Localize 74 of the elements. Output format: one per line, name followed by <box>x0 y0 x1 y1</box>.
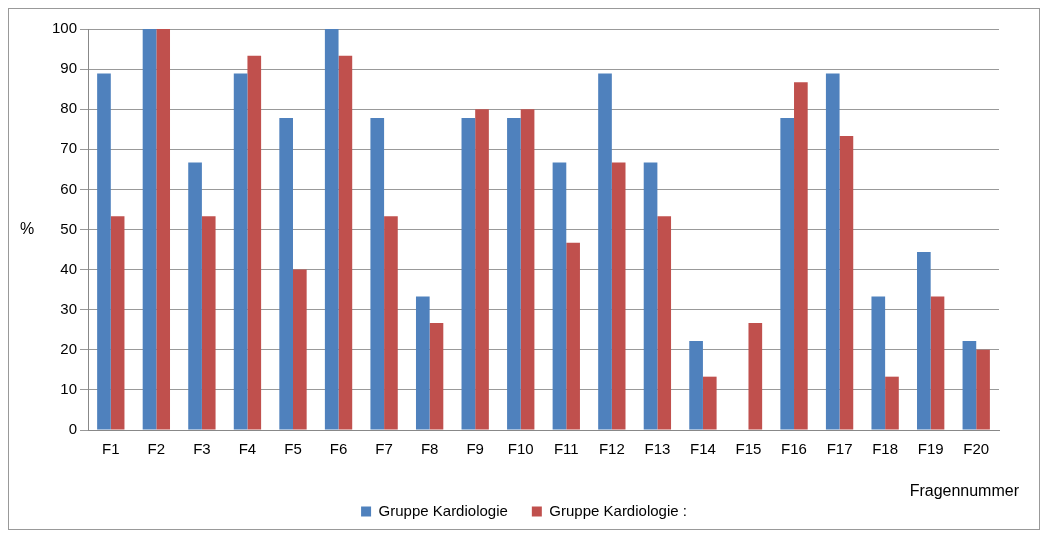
bar <box>142 29 157 430</box>
bar <box>338 55 353 430</box>
x-tick-label: F3 <box>193 440 211 458</box>
bar <box>188 162 202 430</box>
legend-label: Gruppe Kardiologie <box>378 501 508 519</box>
y-axis-title: % <box>19 219 35 237</box>
bar <box>552 162 567 430</box>
bar <box>748 322 763 430</box>
bar <box>825 73 840 430</box>
bar <box>293 269 307 430</box>
bar <box>794 82 808 430</box>
bar <box>461 118 476 430</box>
y-tick-label: 80 <box>60 99 78 117</box>
bar <box>415 296 430 430</box>
x-tick-label: F5 <box>284 440 302 458</box>
x-tick-label: F13 <box>644 440 671 458</box>
x-tick-label: F19 <box>917 440 944 458</box>
bar <box>279 118 293 430</box>
x-axis-title: Fragennummer <box>909 482 1020 500</box>
x-tick-label: F15 <box>735 440 762 458</box>
y-tick-label: 50 <box>60 219 78 237</box>
bar <box>370 118 385 430</box>
bar <box>566 242 580 430</box>
x-tick-label: F16 <box>781 440 807 458</box>
y-tick-label: 70 <box>60 139 78 157</box>
x-tick-label: F10 <box>507 440 534 458</box>
x-tick-label: F20 <box>963 440 990 458</box>
bar <box>962 340 977 430</box>
bar <box>384 216 398 430</box>
bar <box>702 376 717 430</box>
y-tick-label: 0 <box>68 420 78 438</box>
bar <box>885 376 899 430</box>
x-tick-label: F2 <box>147 440 166 458</box>
x-tick-label: F8 <box>420 440 439 458</box>
bar <box>475 109 489 430</box>
x-tick-label: F4 <box>238 440 257 458</box>
bar <box>871 296 886 430</box>
bar <box>520 109 535 430</box>
x-tick-label: F17 <box>826 440 853 458</box>
bar <box>247 55 262 430</box>
x-tick-label: F7 <box>375 440 393 458</box>
bar <box>429 322 444 430</box>
bar <box>657 216 672 430</box>
bar <box>917 251 931 430</box>
x-tick-label: F9 <box>466 440 484 458</box>
bar <box>780 118 795 430</box>
bar <box>976 349 990 430</box>
bar <box>507 118 521 430</box>
x-tick-label: F18 <box>872 440 899 458</box>
bar <box>689 340 703 430</box>
x-tick-label: F14 <box>690 440 716 458</box>
x-tick-label: F12 <box>598 440 625 458</box>
bar <box>598 73 612 430</box>
legend-label: Gruppe Kardiologie : <box>549 501 687 519</box>
y-tick-label: 60 <box>60 179 78 197</box>
bar <box>233 73 248 430</box>
bar <box>110 216 125 430</box>
bar <box>156 29 171 430</box>
bar <box>97 73 111 430</box>
bar <box>201 216 216 430</box>
bar <box>324 29 339 430</box>
x-tick-label: F1 <box>102 440 120 458</box>
y-tick-label: 20 <box>60 339 78 357</box>
y-tick-label: 30 <box>60 299 78 317</box>
y-tick-label: 100 <box>52 19 78 37</box>
bar <box>930 296 945 430</box>
bar <box>839 136 854 430</box>
x-tick-label: F11 <box>553 440 579 458</box>
y-tick-label: 90 <box>60 59 78 77</box>
bar <box>643 162 658 430</box>
y-tick-label: 10 <box>60 380 78 398</box>
bar <box>611 162 626 430</box>
x-tick-label: F6 <box>329 440 348 458</box>
y-tick-label: 40 <box>60 259 78 277</box>
